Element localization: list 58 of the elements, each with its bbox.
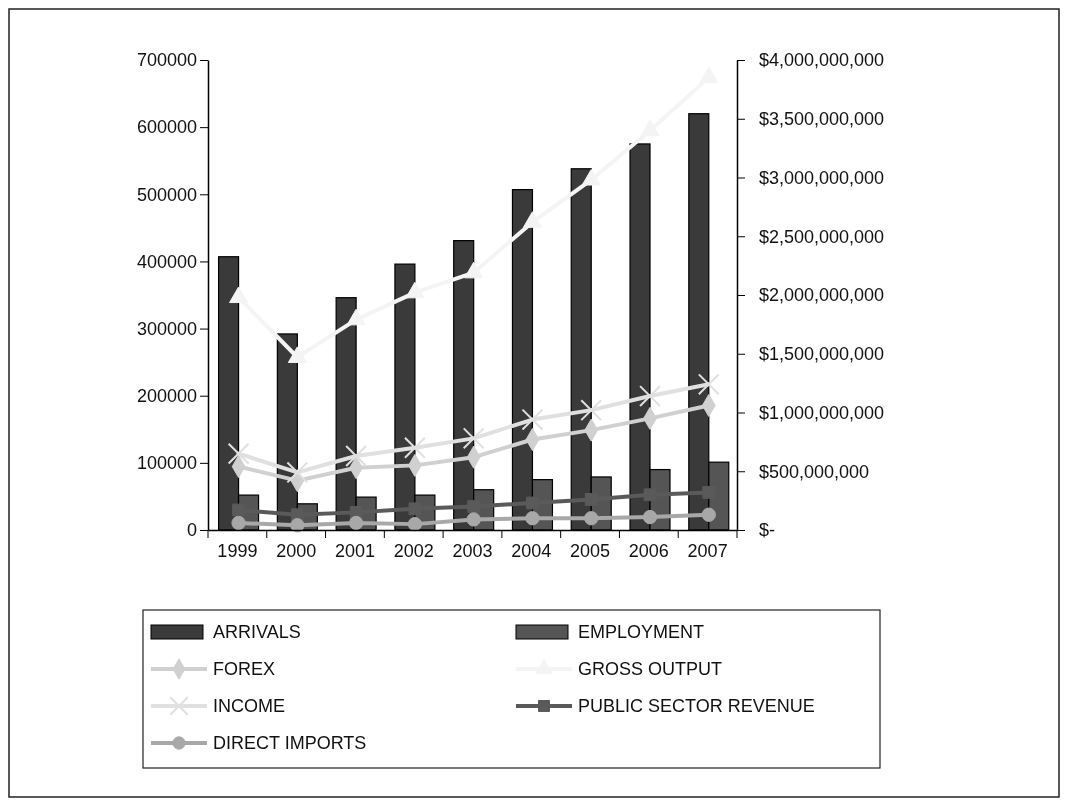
y-tick-label: 400000 [136,251,197,272]
legend-label: INCOME [213,696,285,716]
point [227,442,250,465]
point [231,515,246,531]
point [462,427,485,450]
point [407,516,423,532]
y-tick-label: 300000 [136,318,197,339]
point [403,436,426,459]
point [287,346,307,363]
x-tick-label: 2001 [334,540,375,561]
y2-tick-label: $1,000,000,000 [759,402,885,423]
y2-tick-label: $2,500,000,000 [759,226,885,247]
point [229,286,249,304]
legend-label: PUBLIC SECTOR REVENUE [578,696,815,716]
y2-tick-label: $2,000,000,000 [759,285,885,306]
y2-tick-label: $3,500,000,000 [759,109,885,130]
y2-tick-label: $500,000,000 [759,461,870,482]
legend-label: ARRIVALS [213,622,301,642]
legend-label: GROSS OUTPUT [578,659,723,679]
x-tick-label: 2006 [628,540,669,561]
point [345,445,368,467]
point [525,511,540,526]
y2-tick-label: $1,500,000,000 [759,344,885,365]
point [581,168,601,186]
point [464,261,484,279]
x-tick-label: 2004 [511,540,552,561]
y-tick-label: 0 [186,520,197,541]
legend-label: EMPLOYMENT [578,622,705,642]
point [639,385,661,407]
point [642,509,658,525]
point [346,308,366,326]
point [697,373,720,396]
y2-tick-label: $4,000,000,000 [759,50,885,71]
y2-tick-label: $- [759,520,776,541]
point [286,461,309,484]
y-tick-label: 700000 [136,50,197,71]
point [584,511,599,526]
y2-tick-label: $3,000,000,000 [759,167,885,188]
point [348,515,364,531]
point [466,512,481,527]
y-tick-label: 100000 [136,453,197,474]
point [522,211,542,228]
y-tick-label: 200000 [136,385,197,406]
point [405,281,425,299]
x-tick-label: 1999 [217,540,258,561]
x-tick-label: 2002 [393,540,434,561]
point [701,507,716,522]
legend-label: FOREX [213,659,276,679]
x-tick-label: 2000 [276,540,317,561]
x-tick-label: 2005 [570,540,611,561]
point [521,408,544,431]
legend-label: DIRECT IMPORTS [213,733,367,753]
point [580,399,603,422]
x-tick-label: 2003 [452,540,493,561]
x-tick-label: 2007 [687,540,728,561]
y-tick-label: 500000 [136,184,197,205]
y-tick-label: 600000 [136,117,197,138]
point [290,518,305,533]
